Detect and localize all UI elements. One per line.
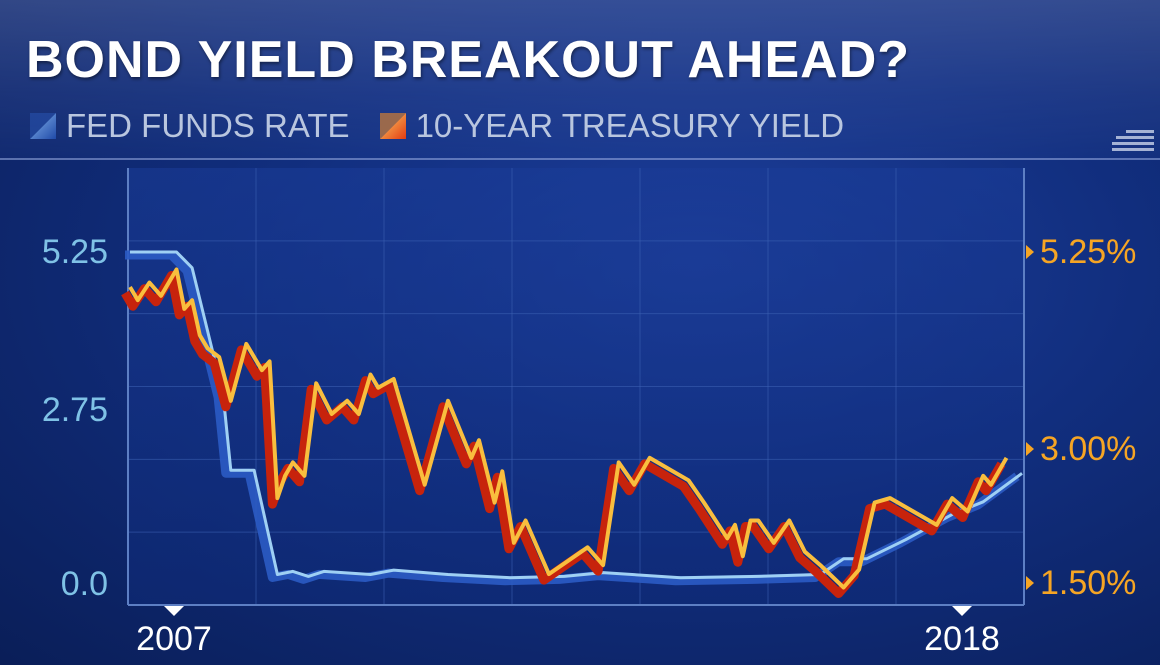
legend-label-treasury: 10-YEAR TREASURY YIELD xyxy=(415,107,845,144)
right-tick-marker xyxy=(1026,576,1034,590)
grid xyxy=(128,168,1024,605)
menu-lines-icon xyxy=(1112,130,1154,151)
right-tick-label-1-50: 1.50% xyxy=(1040,564,1136,602)
left-tick-label-5-25: 5.25 xyxy=(42,233,108,271)
right-tick-label-5-25: 5.25% xyxy=(1040,233,1136,271)
fed-funds-rate-line xyxy=(130,250,1023,580)
chart-title: BOND YIELD BREAKOUT AHEAD? xyxy=(26,31,911,89)
right-tick-label-3-00: 3.00% xyxy=(1040,430,1136,468)
legend-swatch-treasury xyxy=(379,113,406,139)
treasury-yield-line xyxy=(128,267,1009,590)
left-tick-label-2-75: 2.75 xyxy=(42,391,108,429)
x-tick-marker-2007 xyxy=(164,606,184,616)
x-tick-label-2007: 2007 xyxy=(136,620,212,658)
legend: FED FUNDS RATE 10-YEAR TREASURY YIELD xyxy=(30,106,874,146)
right-tick-marker xyxy=(1026,442,1034,456)
treasury-yield-shadow xyxy=(121,271,1006,598)
header-bar: BOND YIELD BREAKOUT AHEAD? FED FUNDS RAT… xyxy=(0,0,1160,160)
legend-swatch-fed-funds xyxy=(30,113,56,139)
legend-label-fed-funds: FED FUNDS RATE xyxy=(66,107,350,144)
left-tick-label-0: 0.0 xyxy=(61,565,108,603)
x-tick-label-2018: 2018 xyxy=(924,620,1000,658)
right-tick-marker xyxy=(1026,245,1034,259)
x-tick-marker-2018 xyxy=(952,606,972,616)
